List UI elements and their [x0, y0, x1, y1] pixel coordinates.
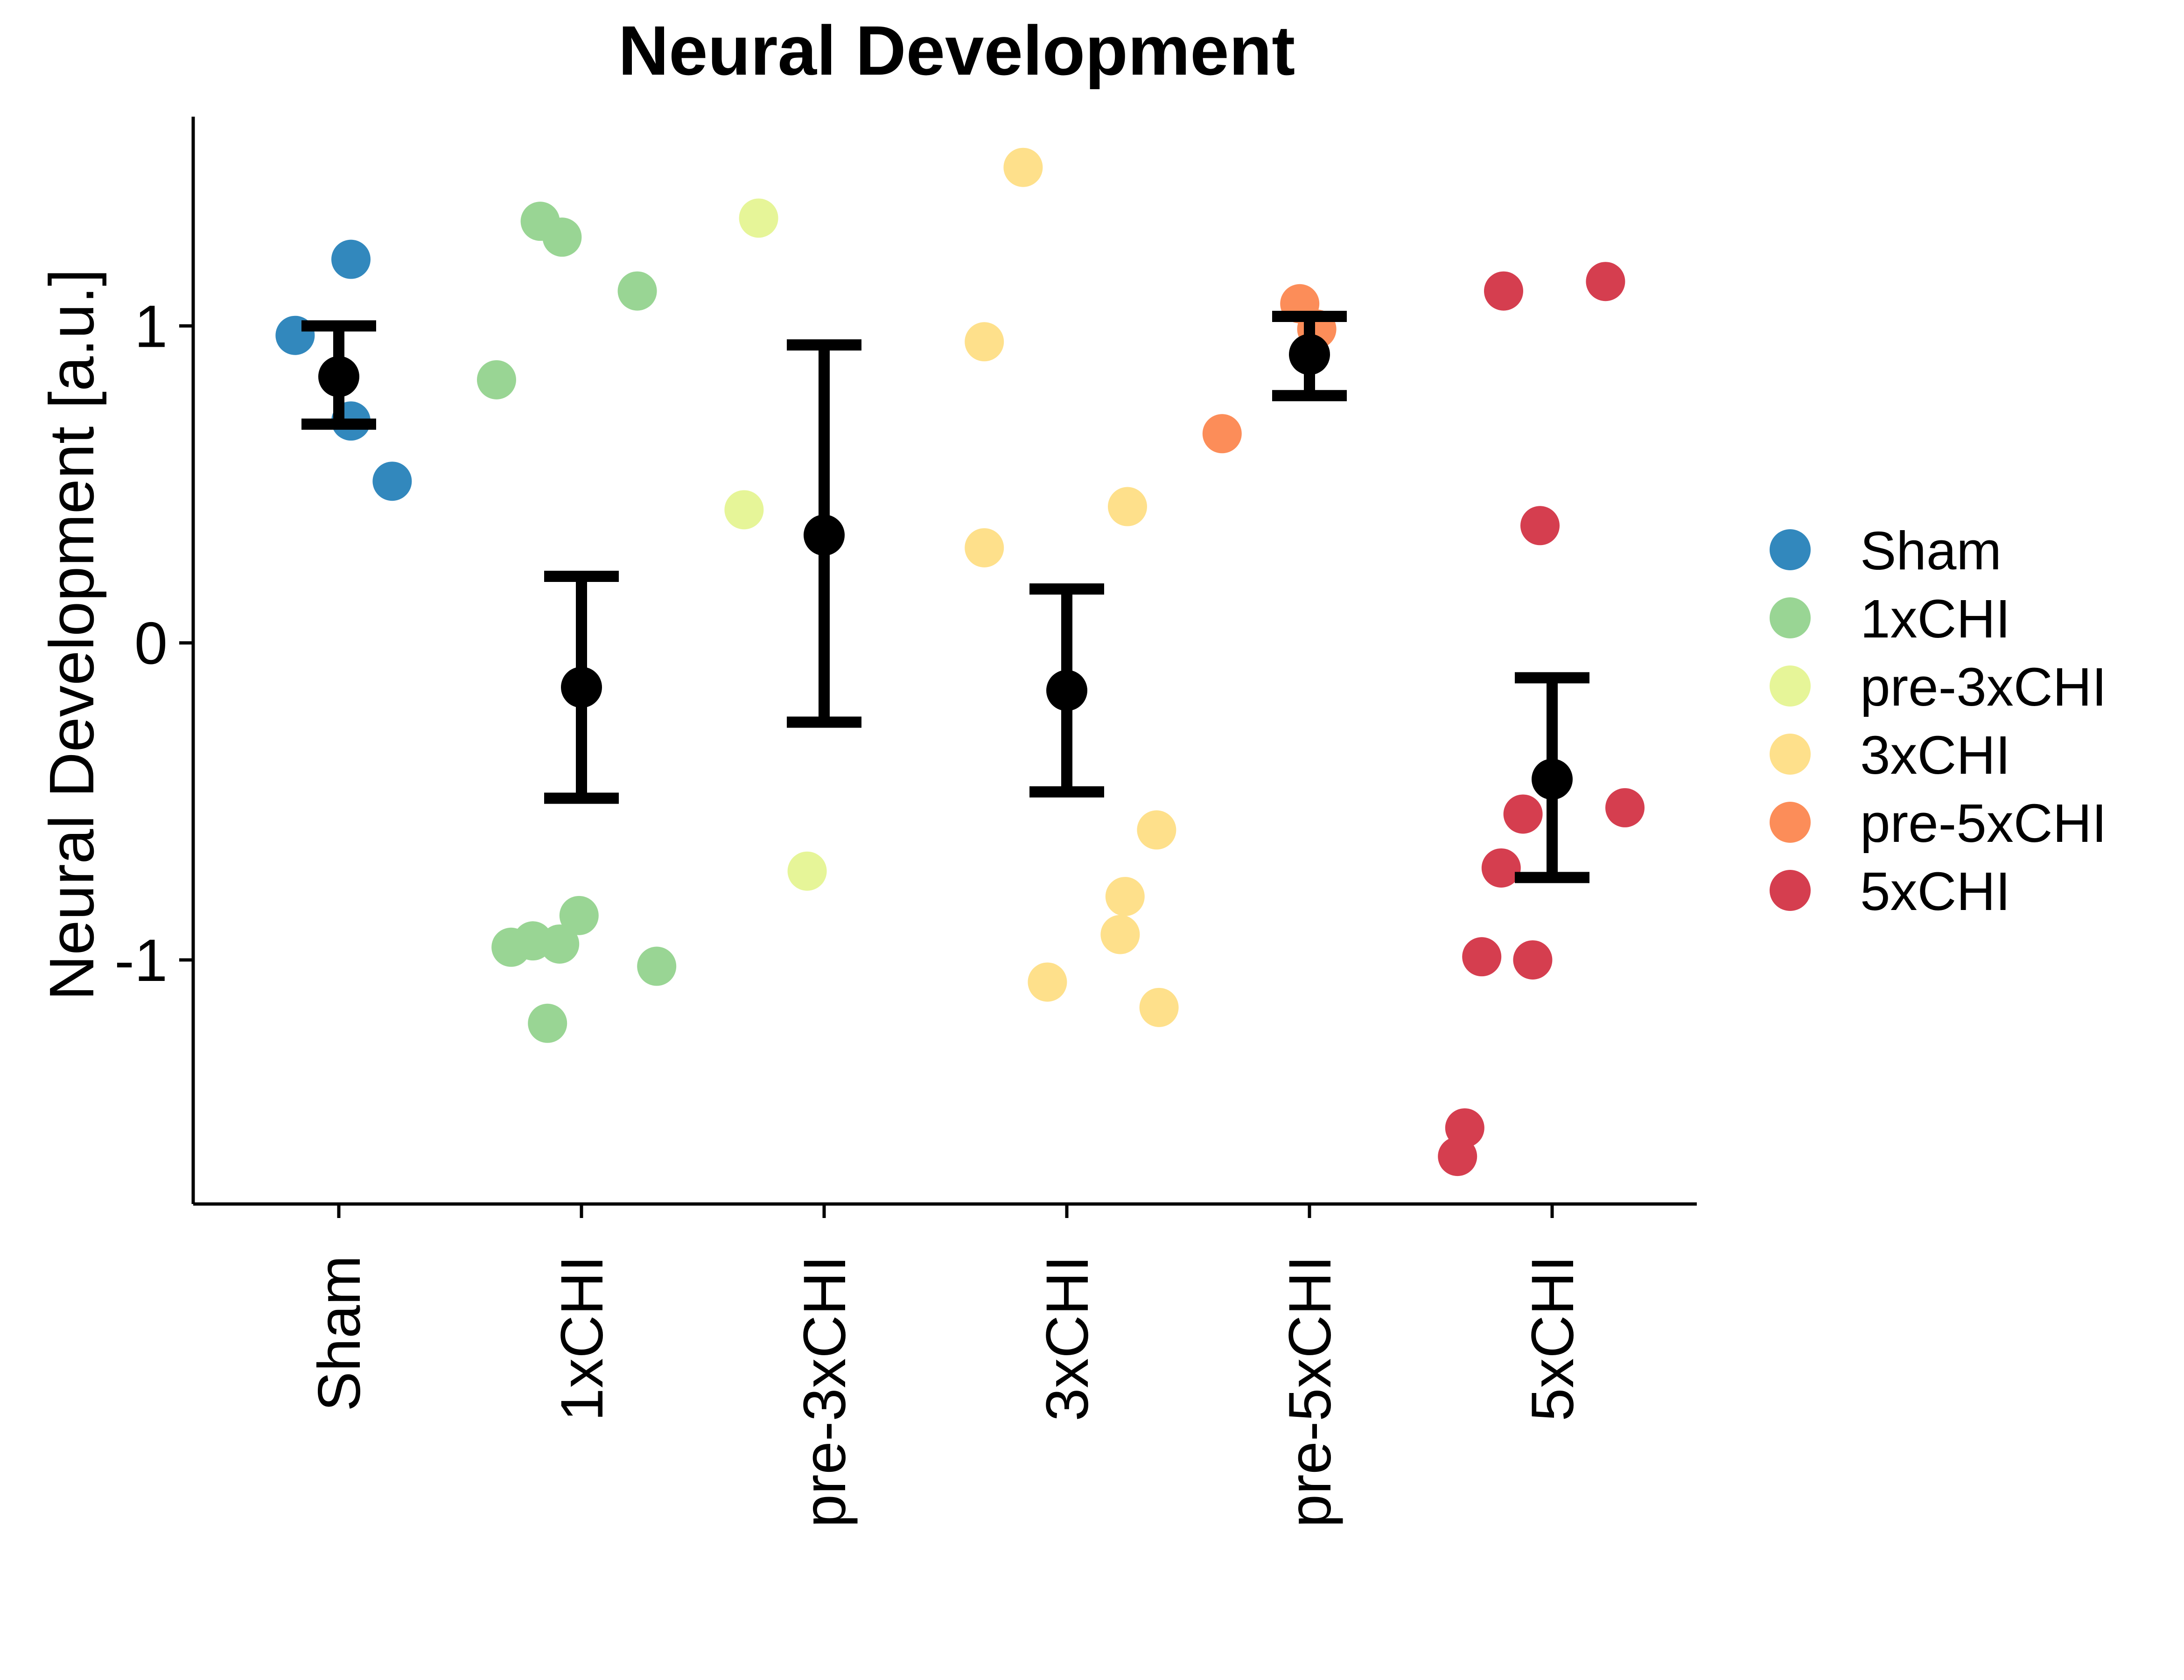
legend-label: pre-3xCHI [1860, 657, 2107, 717]
data-point [540, 924, 580, 964]
data-point [559, 896, 599, 935]
data-point [1202, 414, 1242, 454]
data-point [1462, 937, 1502, 977]
data-point [528, 1003, 567, 1043]
data-point [965, 322, 1004, 362]
data-point [1484, 271, 1523, 311]
legend-marker [1770, 597, 1811, 638]
legend-marker [1770, 870, 1811, 911]
legend-label: pre-5xCHI [1860, 793, 2107, 854]
data-point [542, 217, 582, 257]
mean-marker [318, 356, 359, 398]
data-point [331, 239, 371, 279]
data-point [1513, 940, 1553, 980]
data-point [739, 198, 778, 238]
y-tick-label: -1 [114, 927, 168, 994]
data-point [1105, 877, 1145, 917]
data-point [637, 946, 677, 986]
x-tick-label: Sham [306, 1255, 373, 1411]
data-point [1028, 962, 1067, 1002]
legend-label: 1xCHI [1860, 588, 2010, 649]
data-point [1503, 794, 1543, 834]
data-point [1100, 915, 1140, 954]
x-tick-label: pre-5xCHI [1277, 1255, 1344, 1527]
mean-marker [1532, 758, 1573, 800]
data-point [1605, 788, 1645, 827]
mean-marker [804, 514, 845, 556]
legend-label: 3xCHI [1860, 725, 2010, 785]
x-tick-label: 5xCHI [1519, 1255, 1586, 1421]
data-points [275, 147, 1645, 1176]
data-point [787, 851, 827, 891]
data-point [1108, 487, 1147, 526]
legend: Sham 1xCHI pre-3xCHI 3xCHI pre-5xCHI 5xCHI [1770, 520, 2107, 922]
legend-marker [1770, 734, 1811, 775]
data-point [1438, 1137, 1477, 1176]
legend-marker [1770, 802, 1811, 843]
x-tick-label: 3xCHI [1034, 1255, 1101, 1421]
legend-marker [1770, 665, 1811, 707]
mean-marker [1289, 334, 1330, 375]
mean-marker [561, 666, 602, 708]
axes: 1 0 -1 Sham 1xCHI pre-3xCHI 3xCHI pre-5xCHI 5xCH… [114, 117, 1697, 1527]
legend-marker [1770, 529, 1811, 570]
data-point [1003, 147, 1043, 187]
data-point [1481, 848, 1521, 888]
mean-error-bars [301, 310, 1589, 883]
data-point [724, 490, 764, 530]
x-tick-label: pre-3xCHI [791, 1255, 858, 1527]
legend-label: Sham [1860, 520, 2002, 581]
data-point [1586, 262, 1625, 301]
y-axis-label: Neural Development [a.u.] [36, 269, 107, 1001]
y-tick-label: 1 [134, 293, 168, 360]
data-point [372, 462, 412, 501]
data-point [1137, 810, 1176, 850]
data-point [477, 360, 516, 399]
x-tick-label: 1xCHI [549, 1255, 616, 1421]
data-point [1520, 506, 1560, 546]
data-point [965, 528, 1004, 567]
data-point [617, 271, 657, 311]
mean-marker [1046, 670, 1087, 711]
y-tick-label: 0 [134, 610, 168, 677]
legend-label: 5xCHI [1860, 861, 2010, 922]
data-point [1139, 987, 1179, 1027]
chart-title: Neural Development [618, 11, 1295, 90]
